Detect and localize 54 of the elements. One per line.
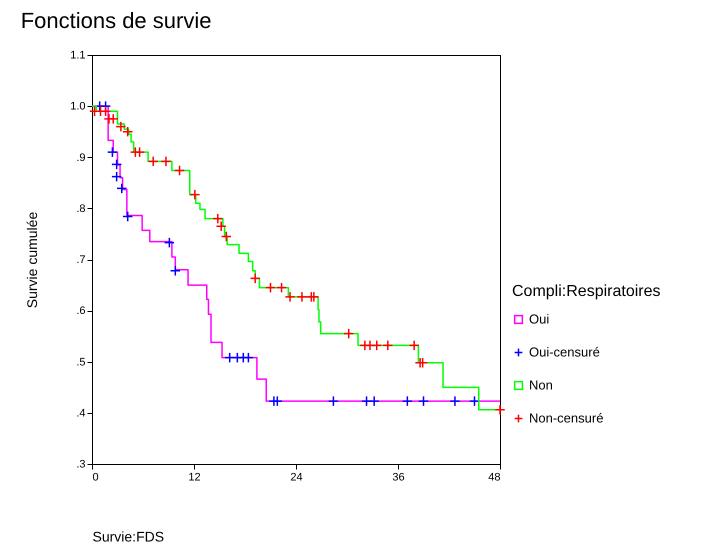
y-tick-label: 1.1 [70, 50, 86, 62]
legend-label: Non-censuré [529, 410, 604, 426]
point [174, 165, 186, 176]
point [284, 291, 296, 302]
y-tick-label: .8 [76, 202, 86, 215]
point [328, 396, 339, 407]
point [250, 272, 261, 284]
point [106, 146, 118, 158]
point [265, 282, 276, 294]
point [368, 396, 380, 407]
point [148, 156, 159, 167]
point [116, 182, 128, 194]
y-tick-label: .9 [76, 152, 86, 164]
point [164, 237, 175, 248]
point [170, 265, 181, 276]
legend-label: Oui-censuré [529, 344, 600, 360]
x-tick-label: 24 [290, 472, 303, 484]
point [111, 158, 122, 170]
point [224, 352, 236, 364]
point [343, 328, 354, 340]
point [402, 396, 413, 407]
y-axis-title: Survie cumulée [24, 212, 40, 308]
x-tick-label: 36 [392, 472, 405, 484]
x-axis-title: Survie:FDS [92, 528, 164, 544]
point [272, 396, 283, 407]
x-tick-label: 48 [488, 472, 500, 484]
point [242, 352, 254, 364]
point [276, 282, 288, 294]
legend-label: Non [529, 378, 553, 392]
x-tick-label: 0 [92, 472, 99, 484]
y-tick-label: .4 [76, 407, 86, 420]
point [408, 340, 420, 351]
y-tick-label: .5 [76, 356, 86, 368]
point [122, 211, 134, 222]
legend-title: Compli:Respiratoires [512, 283, 660, 300]
point [308, 291, 320, 302]
point [418, 396, 429, 407]
point [220, 231, 232, 242]
point [494, 404, 506, 416]
y-tick-label: .7 [76, 254, 86, 266]
point [449, 396, 460, 407]
y-tick-label: .3 [76, 458, 86, 470]
legend-label: Oui [529, 312, 550, 326]
point [382, 340, 394, 351]
y-tick-label: .6 [76, 305, 86, 318]
y-tick-label: 1.0 [70, 100, 86, 113]
x-tick-label: 12 [188, 472, 201, 484]
point [111, 171, 122, 182]
point [296, 291, 308, 302]
point [371, 340, 382, 351]
chart-title: Fonctions de survie [20, 8, 212, 33]
point [160, 156, 172, 167]
point [361, 396, 372, 407]
point [189, 189, 200, 200]
